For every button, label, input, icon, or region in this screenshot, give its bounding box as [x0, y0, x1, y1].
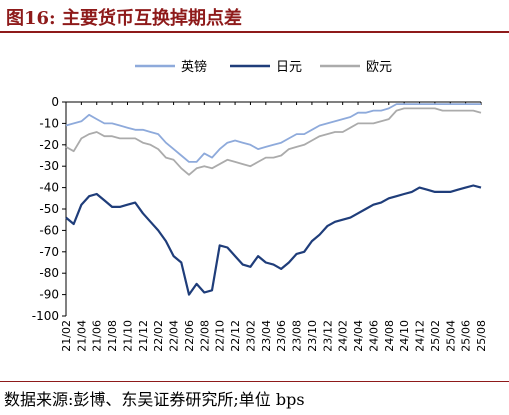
chart-legend: 英镑 日元 欧元 [135, 59, 392, 75]
x-tick-label: 25/04 [444, 320, 457, 352]
x-tick-label: 23/10 [306, 320, 319, 352]
x-tick-label: 21/04 [75, 320, 88, 352]
x-tick-label: 25/02 [429, 320, 442, 352]
legend-label: 日元 [276, 60, 302, 75]
y-tick-label: -50 [39, 202, 59, 216]
x-tick-label: 22/02 [152, 320, 165, 352]
x-tick-label: 21/06 [91, 320, 104, 352]
x-tick-label: 23/12 [321, 320, 334, 352]
x-tick-label: 24/04 [352, 320, 365, 352]
legend-label: 英镑 [181, 59, 207, 75]
y-tick-label: -30 [39, 159, 59, 173]
chart-series [65, 103, 482, 296]
x-tick-label: 24/12 [414, 320, 427, 352]
series-line [65, 103, 481, 163]
x-tick-label: 21/08 [106, 320, 119, 352]
x-tick-label: 22/10 [214, 320, 227, 352]
x-tick-label: 23/06 [275, 320, 288, 352]
figure-title: 图16: 主要货币互换掉期点差 [6, 8, 242, 29]
swap-spread-line-chart: 英镑 日元 欧元 0-10-20-30-40-50-60-70-80-90-1002… [32, 59, 488, 352]
y-tick-label: -100 [32, 309, 59, 323]
x-tick-label: 25/08 [475, 320, 488, 352]
x-tick-label: 23/08 [291, 320, 304, 352]
y-tick-label: -20 [39, 138, 59, 152]
source-divider [0, 381, 509, 382]
data-source-note: 数据来源:彭博、东吴证券研究所;单位 bps [4, 390, 305, 409]
x-tick-label: 24/02 [337, 320, 350, 352]
y-tick-label: -90 [39, 288, 59, 302]
x-tick-label: 21/12 [137, 320, 150, 352]
legend-label: 欧元 [366, 60, 392, 75]
x-tick-label: 23/04 [260, 320, 273, 352]
series-line [65, 107, 482, 176]
title-divider [0, 31, 509, 33]
x-tick-label: 22/12 [229, 320, 242, 352]
y-tick-label: -60 [39, 223, 59, 237]
y-tick-label: 0 [51, 95, 59, 109]
y-tick-label: -80 [39, 266, 59, 280]
y-tick-label: -70 [39, 245, 59, 259]
x-tick-label: 22/08 [198, 320, 211, 352]
x-tick-label: 22/04 [168, 320, 181, 352]
x-tick-label: 21/10 [121, 320, 134, 352]
x-tick-label: 25/06 [460, 320, 473, 352]
x-tick-label: 24/10 [398, 320, 411, 352]
x-tick-label: 24/08 [383, 320, 396, 352]
y-tick-label: -10 [39, 116, 59, 130]
x-tick-label: 21/02 [60, 320, 73, 352]
series-line [65, 184, 482, 296]
x-tick-label: 22/06 [183, 320, 196, 352]
x-tick-label: 23/02 [244, 320, 257, 352]
y-tick-label: -40 [39, 181, 59, 195]
x-tick-label: 24/06 [367, 320, 380, 352]
